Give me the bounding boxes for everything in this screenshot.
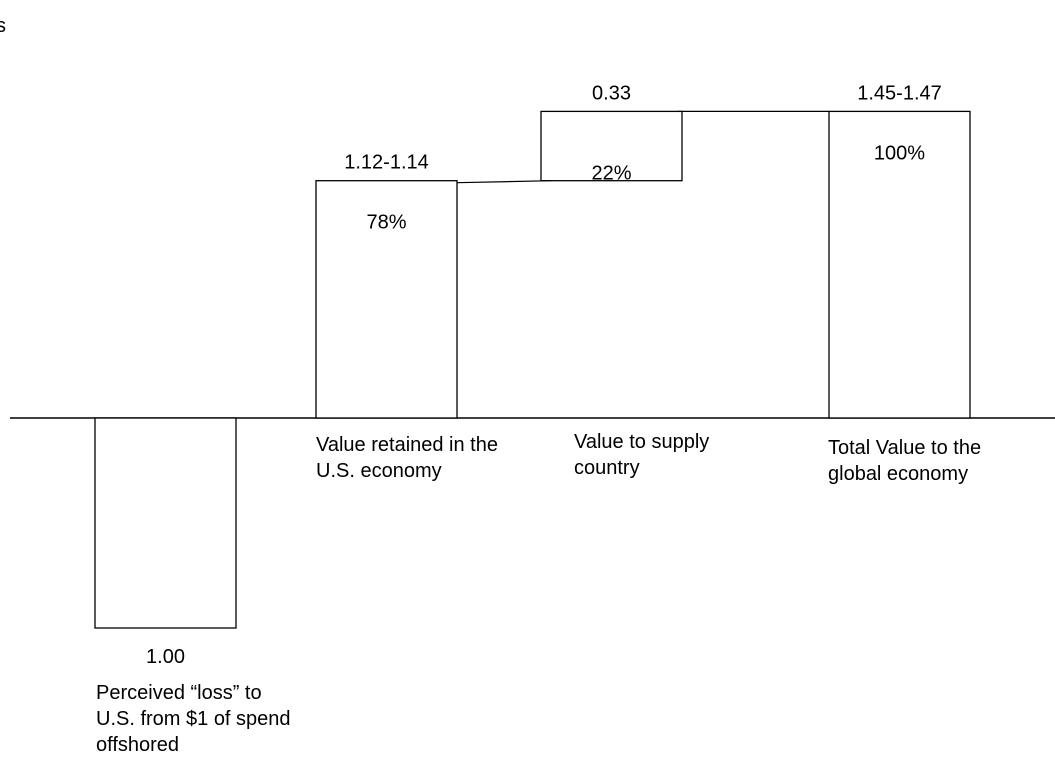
percent-label-2: 22% [591,162,631,184]
bars-group [94,110,971,629]
percent-label-3: 100% [874,142,925,164]
category-label-perceived-loss: Perceived “loss” to U.S. from $1 of spen… [96,682,291,756]
category-label-value-retained: Value retained in the U.S. economy [316,434,498,482]
value-label-1: 1.12-1.14 [344,152,429,174]
value-label-0: 1.00 [146,646,185,668]
bar-1 [315,180,458,419]
value-label-3: 1.45-1.47 [857,82,942,104]
bar-3 [828,110,971,419]
bar-2 [540,110,683,182]
connector-1-2 [456,180,552,184]
category-label-total-value: Total Value to the global economy [828,437,982,485]
percent-labels-group: 78% 22% 100% [366,142,925,233]
value-labels-group: 1.00 1.12-1.14 0.33 1.45-1.47 [146,82,942,668]
value-label-2: 0.33 [592,82,631,104]
connectors-group [456,110,829,184]
category-label-value-supply-country: Value to supply country [574,431,710,479]
bar-0 [94,417,237,629]
percent-label-1: 78% [366,212,406,234]
stray-text: s [0,15,6,37]
